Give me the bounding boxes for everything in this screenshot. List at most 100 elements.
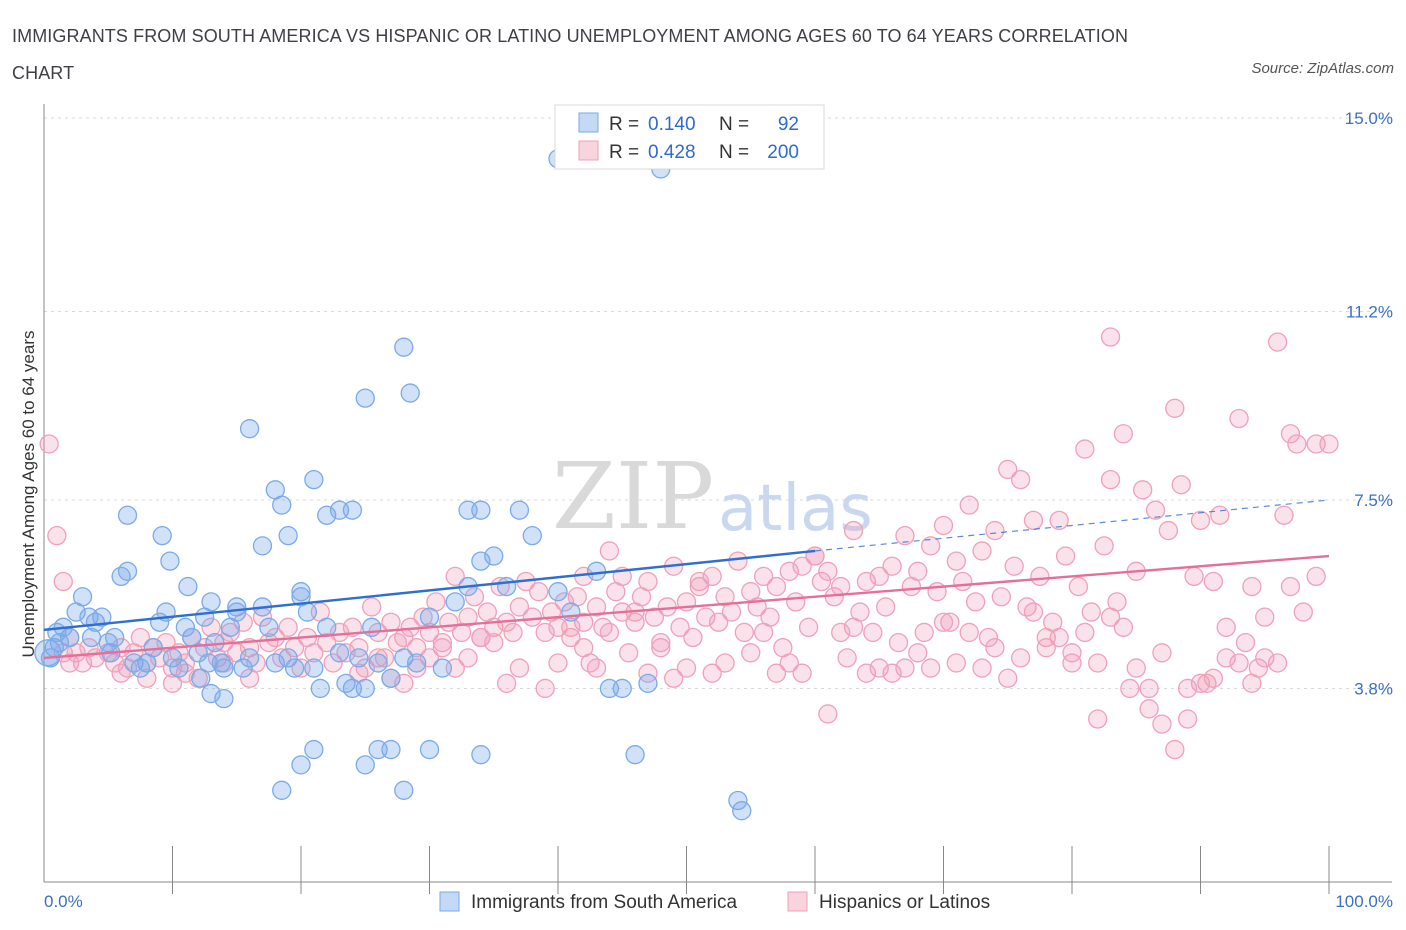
hispanics-point: [741, 643, 761, 663]
y-axis-label: Unemployment Among Ages 60 to 64 years: [19, 331, 38, 658]
immigrants-point: [349, 648, 369, 668]
immigrants-point: [291, 582, 311, 602]
hispanics-point: [991, 587, 1011, 607]
x-tick-label-start: 0.0%: [44, 892, 83, 911]
y-tick-labels: 3.8% 7.5% 11.2% 15.0%: [1345, 109, 1393, 698]
immigrants-point: [205, 632, 225, 653]
immigrants-point: [191, 668, 211, 688]
immigrants-point: [278, 648, 298, 668]
immigrants-point: [304, 739, 324, 760]
immigrants-point: [278, 526, 298, 546]
hispanics-point: [548, 653, 568, 673]
hispanics-point: [259, 632, 279, 653]
hispanics-point: [965, 592, 986, 612]
immigrants-point: [304, 658, 324, 678]
hispanics-point: [895, 526, 915, 546]
hispanics-point: [374, 648, 395, 668]
hispanics-point: [818, 561, 838, 581]
hispanics-trend-line: [43, 554, 1330, 660]
hispanics-point: [863, 622, 883, 643]
hispanics-point: [586, 597, 607, 617]
immigrants-point: [471, 500, 491, 520]
hispanics-point: [39, 434, 59, 454]
hispanics-point: [946, 551, 966, 571]
hispanics-point: [381, 612, 401, 632]
hispanics-point: [1267, 332, 1288, 352]
immigrants-point: [484, 546, 504, 566]
hispanics-point: [927, 582, 947, 602]
hispanics-point: [1075, 622, 1095, 643]
hispanics-point: [959, 495, 979, 515]
hispanics-point: [831, 576, 851, 597]
hispanics-point: [676, 658, 697, 678]
immigrants-point: [188, 643, 208, 663]
hispanics-point: [1242, 576, 1262, 597]
immigrants-point: [92, 607, 112, 627]
hispanics-point: [522, 607, 542, 627]
hispanics-point: [1036, 638, 1056, 658]
hispanics-point: [766, 576, 787, 597]
immigrants-point: [445, 592, 465, 612]
immigrants-point: [239, 419, 260, 439]
immigrants-point: [178, 576, 198, 597]
immigrants-point: [214, 688, 234, 709]
immigrants-trend-extension: [814, 499, 1330, 552]
hispanics-point: [1165, 398, 1185, 418]
hispanics-point: [432, 632, 453, 653]
hispanics-point: [1062, 643, 1082, 663]
axes: [43, 104, 1392, 883]
immigrants-point: [355, 678, 375, 699]
watermark-atlas: atlas: [718, 472, 873, 546]
hispanics-point: [818, 704, 838, 724]
legend-n-label-2: N =: [719, 142, 749, 163]
hispanics-point: [1184, 566, 1204, 587]
hispanics-point: [509, 597, 530, 617]
x-tick-label-end: 100.0%: [1335, 892, 1393, 911]
legend-r-value-2: 0.428: [648, 142, 696, 163]
immigrants-point: [272, 495, 292, 515]
hispanics-point: [1004, 556, 1024, 576]
immigrants-point: [728, 790, 748, 811]
hispanics-point: [323, 653, 343, 673]
hispanics-point: [1030, 566, 1050, 587]
hispanics-point: [638, 663, 658, 683]
hispanics-point: [60, 653, 80, 673]
immigrants-point: [85, 612, 106, 632]
hispanics-point: [1152, 714, 1172, 734]
immigrants-point: [201, 592, 221, 612]
immigrants-point: [368, 653, 388, 673]
hispanics-point: [509, 658, 530, 678]
immigrants-point: [612, 678, 632, 699]
hispanics-point: [111, 663, 131, 683]
hispanics-point: [619, 643, 639, 663]
immigrants-point: [227, 602, 247, 622]
y-tick-label: 3.8%: [1354, 679, 1393, 698]
hispanics-point: [503, 622, 523, 643]
hispanics-point: [304, 643, 324, 663]
immigrants-point: [175, 617, 196, 637]
hispanics-point: [1139, 678, 1159, 699]
immigrants-point: [342, 500, 363, 520]
hispanics-point: [1139, 699, 1159, 719]
hispanics-point: [985, 520, 1005, 541]
hispanics-point: [137, 668, 157, 688]
hispanics-point: [708, 612, 729, 632]
hispanics-point: [201, 617, 221, 637]
watermark-zip: ZIP: [552, 443, 714, 550]
hispanics-point: [432, 638, 453, 658]
hispanics-point: [1017, 597, 1037, 617]
hispanics-point: [882, 556, 902, 576]
hispanics-point: [1287, 434, 1307, 454]
hispanics-point: [1229, 408, 1249, 429]
hispanics-point: [940, 612, 960, 632]
immigrants-point: [72, 587, 93, 607]
hispanics-point: [715, 653, 735, 673]
hispanics-point: [1120, 678, 1140, 699]
immigrants-point: [381, 668, 401, 688]
hispanics-point: [638, 571, 658, 592]
stats-legend-box: [554, 104, 825, 170]
hispanics-point: [1088, 709, 1108, 729]
hispanics-point: [972, 541, 992, 561]
immigrants-point: [509, 500, 530, 520]
